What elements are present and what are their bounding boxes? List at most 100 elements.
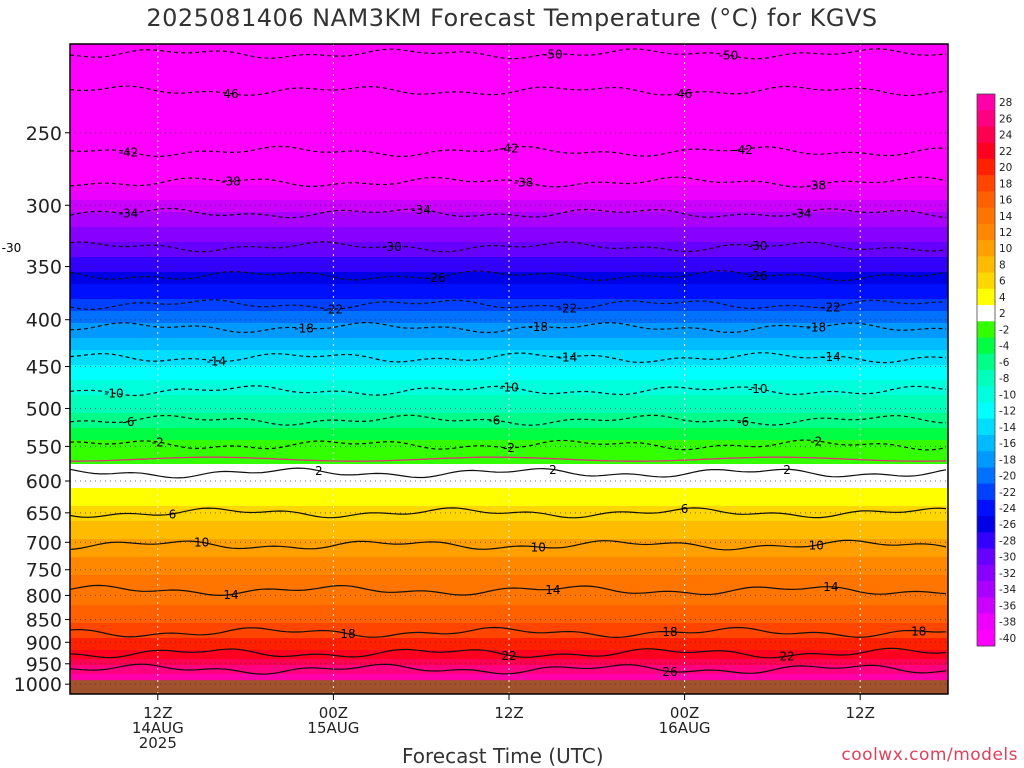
contour-label: 18 [662, 625, 677, 639]
colorbar-frame [976, 93, 996, 647]
temperature-band [70, 647, 948, 651]
contour-label: 10 [194, 536, 209, 550]
temperature-band [70, 617, 948, 621]
colorbar-label: -10 [999, 389, 1016, 401]
colorbar-swatch [977, 434, 995, 452]
temperature-band [70, 329, 948, 333]
contour-line [70, 539, 947, 551]
temperature-band [70, 557, 948, 561]
contour-line [70, 439, 947, 451]
contour-label: 46 [677, 87, 692, 101]
y-axis: 2503003504004505005506006507007508008509… [14, 123, 70, 696]
temperature-band [70, 539, 948, 543]
temperature-band [70, 311, 948, 315]
contour-label: -18 [806, 320, 826, 334]
y-tick-label: 900 [26, 632, 62, 654]
temperature-band [70, 395, 948, 399]
temperature-band [70, 407, 948, 411]
contour-label: -10 [748, 382, 768, 396]
contour-line [70, 241, 947, 253]
temperature-band [70, 521, 948, 525]
y-tick-label: 400 [26, 310, 62, 332]
colorbar: 28 26 24 22 20 18 16 14 12 10 8 6 4 2 -2 -4 -6 -8 -10 -12 -1… [976, 93, 1016, 647]
colorbar-label: -30 [999, 552, 1016, 564]
temperature-band [70, 659, 948, 663]
x-tick-label: 00Z [670, 704, 699, 722]
temperature-band [70, 131, 948, 135]
colorbar-label: -12 [999, 406, 1016, 418]
colorbar-label: -2 [999, 324, 1009, 336]
colorbar-swatch [977, 564, 995, 582]
contour-label: 10 [531, 540, 546, 554]
colorbar-swatch [977, 483, 995, 501]
temperature-band [70, 191, 948, 195]
y-tick-label: 600 [26, 471, 62, 493]
temperature-band [70, 401, 948, 405]
colorbar-label: -28 [999, 535, 1016, 547]
temperature-band [70, 677, 948, 681]
colorbar-swatch [977, 581, 995, 598]
colorbar-label: 2 [999, 308, 1006, 320]
temperature-band [70, 533, 948, 537]
temperature-band [70, 305, 948, 309]
colorbar-swatch [977, 467, 995, 485]
temperature-band [70, 83, 948, 87]
colorbar-swatch [977, 158, 995, 176]
contour-line [70, 207, 947, 219]
temperature-band [70, 353, 948, 357]
y-tick-label: 700 [26, 532, 62, 554]
colorbar-label: -36 [999, 600, 1016, 612]
colorbar-label: 10 [999, 243, 1012, 255]
temperature-band [70, 587, 948, 591]
contour-label: -38 [806, 179, 826, 193]
temperature-band [70, 287, 948, 291]
colorbar-swatch [977, 532, 995, 549]
contour-label: -50 [719, 49, 739, 63]
temperature-band [70, 641, 948, 645]
contour-line [70, 48, 947, 60]
temperature-band [70, 365, 948, 369]
colorbar-label: 20 [999, 162, 1012, 174]
temperature-band [70, 137, 948, 141]
colorbar-label: -8 [999, 373, 1009, 385]
contour-label: -22 [324, 303, 344, 317]
temperature-band [70, 527, 948, 531]
colorbar-swatch [977, 175, 995, 192]
colorbar-swatch [977, 548, 995, 566]
temperature-band [70, 209, 948, 213]
contour-label: -42 [733, 143, 753, 157]
contour-label: -26 [426, 271, 446, 285]
contour-line [70, 626, 947, 639]
contour-line [70, 321, 947, 334]
contour-label: 46 [223, 87, 238, 101]
temperature-band [70, 125, 948, 129]
colorbar-label: -34 [999, 584, 1016, 596]
contour-label: -14 [821, 350, 841, 364]
colorbar-swatch [977, 418, 995, 436]
temperature-band [70, 581, 948, 585]
colorbar-swatch [977, 223, 995, 241]
temperature-band [70, 179, 948, 183]
colorbar-swatch [977, 110, 995, 127]
contour-label: -42 [499, 141, 519, 155]
temperature-band [70, 599, 948, 603]
temperature-band [70, 359, 948, 363]
temperature-band [70, 275, 948, 279]
temperature-band [70, 515, 948, 519]
colorbar-swatch [977, 288, 995, 306]
temperature-band [70, 335, 948, 339]
y-tick-label: 950 [26, 654, 62, 676]
contour-label: -38 [514, 175, 534, 189]
contour-line [70, 85, 947, 97]
contour-line [70, 299, 947, 311]
colorbar-swatch [977, 240, 995, 257]
temperature-band [70, 143, 948, 147]
temperature-band [70, 203, 948, 207]
colorbar-label: -38 [999, 617, 1016, 629]
temperature-band [70, 461, 948, 465]
temperature-band [70, 323, 948, 327]
colorbar-swatch [977, 402, 995, 420]
contour-label: -6 [123, 415, 135, 429]
colorbar-label: 4 [999, 292, 1006, 304]
temperature-band [70, 173, 948, 177]
